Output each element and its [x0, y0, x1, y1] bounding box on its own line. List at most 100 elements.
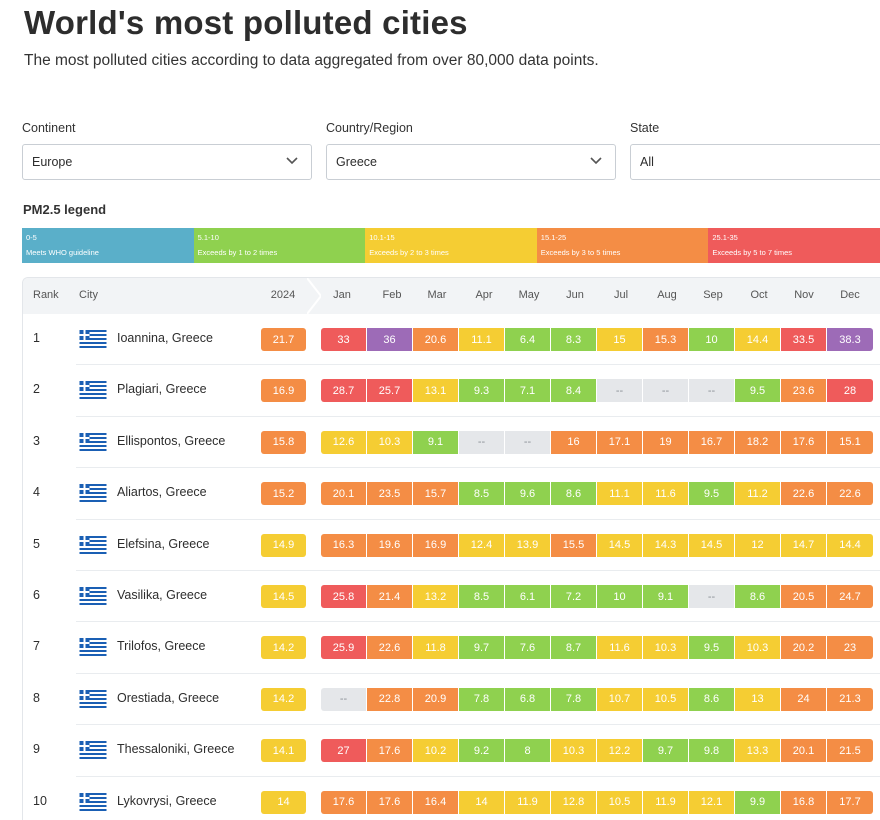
month-value-oct: 18.2: [735, 430, 780, 454]
column-header-may[interactable]: May: [518, 289, 540, 301]
month-value-sep: 9.5: [689, 482, 734, 506]
month-value-feb: 36: [367, 328, 412, 351]
month-value-mar: 20.9: [413, 687, 458, 711]
city-name[interactable]: Lykovrysi, Greece: [117, 793, 217, 808]
table-row[interactable]: 2 Plagiari, Greece 16.9 28.7 25.7 13.1 9.3 7.1 8…: [23, 365, 880, 417]
state-value: All: [640, 155, 654, 169]
table-row[interactable]: 5 Elefsina, Greece 14.9 16.3 19.6 16.9 12.4 13.…: [23, 520, 880, 571]
column-header-feb[interactable]: Feb: [382, 289, 402, 301]
page-title: World's most polluted cities: [24, 4, 468, 41]
city-name[interactable]: Ioannina, Greece: [117, 331, 213, 345]
legend-segment: 15.1-25 Exceeds by 3 to 5 times: [536, 228, 709, 263]
month-value-apr: 14: [459, 790, 504, 814]
column-header-aug[interactable]: Aug: [657, 289, 677, 301]
chevron-down-icon: [590, 157, 602, 165]
header-divider: [307, 278, 321, 314]
legend-range: 25.1-35: [712, 233, 738, 242]
month-value-mar: 15.7: [413, 482, 458, 506]
month-value-nov: 16.8: [781, 790, 826, 814]
country-select[interactable]: Greece: [326, 144, 616, 180]
city-name[interactable]: Ellispontos, Greece: [117, 433, 226, 448]
legend-desc: Exceeds by 1 to 2 times: [197, 247, 278, 257]
month-value-mar: 9.1: [413, 430, 458, 454]
month-value-aug: --: [643, 379, 688, 403]
legend-desc: Exceeds by 3 to 5 times: [540, 247, 621, 257]
column-header-apr[interactable]: Apr: [475, 289, 493, 301]
table-row[interactable]: 7 Trilofos, Greece 14.2 25.9 22.6 11.8 9.7 7.6 8…: [23, 622, 880, 674]
month-value-nov: 24: [781, 687, 826, 711]
table-row[interactable]: 6 Vasilika, Greece 14.5 25.8 21.4 13.2 8.5 6.1 7…: [23, 571, 880, 623]
country-label: Country/Region: [326, 121, 413, 135]
column-header-city[interactable]: City: [79, 289, 98, 301]
column-header-2024[interactable]: 2024: [270, 289, 296, 301]
month-value-feb: 19.6: [367, 533, 412, 557]
column-header-oct[interactable]: Oct: [750, 289, 768, 301]
row-divider: [76, 518, 880, 520]
month-value-jan: 17.6: [321, 790, 366, 814]
column-header-jan[interactable]: Jan: [333, 289, 351, 301]
month-value-oct: 13: [735, 687, 780, 711]
city-name[interactable]: Aliartos, Greece: [117, 485, 207, 500]
continent-value: Europe: [32, 155, 73, 169]
rank-cell: 1: [33, 331, 40, 345]
legend-range: 5.1-10: [197, 233, 219, 242]
month-value-jul: 10.5: [597, 790, 642, 814]
month-value-nov: 20.1: [781, 739, 826, 763]
month-value-jun: 16: [551, 430, 596, 454]
month-value-nov: 20.2: [781, 636, 826, 660]
city-name[interactable]: Vasilika, Greece: [117, 588, 208, 602]
month-value-dec: 14.4: [827, 533, 873, 557]
greece-flag-icon: [79, 330, 107, 348]
table-row[interactable]: 9 Thessaloniki, Greece 14.1 27 17.6 10.2 9.2 8 1…: [23, 725, 880, 777]
table-row[interactable]: 8 Orestiada, Greece 14.2 -- 22.8 20.9 7.8 6.8 7.…: [23, 674, 880, 726]
month-value-jun: 7.8: [551, 687, 596, 711]
month-value-mar: 11.8: [413, 636, 458, 660]
month-value-aug: 19: [643, 430, 688, 454]
column-header-dec[interactable]: Dec: [840, 289, 860, 301]
state-select[interactable]: All: [630, 144, 880, 180]
month-value-oct: 13.3: [735, 739, 780, 763]
month-value-may: 11.9: [505, 790, 550, 814]
city-name[interactable]: Elefsina, Greece: [117, 536, 210, 551]
month-value-oct: 9.5: [735, 379, 780, 403]
month-value-oct: 12: [735, 533, 780, 557]
month-value-sep: 8.6: [689, 687, 734, 711]
column-header-rank[interactable]: Rank: [33, 289, 59, 301]
legend-segment: 5.1-10 Exceeds by 1 to 2 times: [193, 228, 366, 263]
month-value-dec: 21.3: [827, 687, 873, 711]
column-header-jun[interactable]: Jun: [566, 289, 584, 301]
month-value-mar: 16.4: [413, 790, 458, 814]
table-row[interactable]: 4 Aliartos, Greece 15.2 20.1 23.5 15.7 8.5 9.6 8…: [23, 468, 880, 520]
month-value-apr: 9.7: [459, 636, 504, 660]
column-header-mar[interactable]: Mar: [427, 289, 447, 301]
month-value-feb: 17.6: [367, 739, 412, 763]
month-value-sep: 9.5: [689, 636, 734, 660]
city-name[interactable]: Plagiari, Greece: [117, 382, 207, 397]
greece-flag-icon: [79, 381, 107, 400]
column-header-jul[interactable]: Jul: [613, 289, 629, 301]
row-divider: [76, 415, 880, 417]
month-value-oct: 10.3: [735, 636, 780, 660]
month-value-jul: 10.7: [597, 687, 642, 711]
city-name[interactable]: Thessaloniki, Greece: [117, 742, 235, 757]
continent-select[interactable]: Europe: [22, 144, 312, 180]
table-row[interactable]: 10 Lykovrysi, Greece 14 17.6 17.6 16.4 14 11.9 1…: [23, 777, 880, 820]
country-value: Greece: [336, 155, 377, 169]
table-row[interactable]: 3 Ellispontos, Greece 15.8 12.6 10.3 9.1 -- -- 1…: [23, 417, 880, 469]
month-value-feb: 22.6: [367, 636, 412, 660]
month-value-dec: 22.6: [827, 482, 873, 506]
greece-flag-icon: [79, 432, 107, 451]
city-name[interactable]: Orestiada, Greece: [117, 690, 220, 705]
column-header-nov[interactable]: Nov: [794, 289, 814, 301]
greece-flag-icon: [79, 792, 107, 811]
month-value-jan: 25.9: [321, 636, 366, 660]
month-value-feb: 25.7: [367, 379, 412, 403]
month-value-aug: 14.3: [643, 533, 688, 557]
month-value-jun: 8.4: [551, 379, 596, 403]
month-value-jun: 12.8: [551, 790, 596, 814]
city-name[interactable]: Trilofos, Greece: [117, 639, 206, 654]
month-value-apr: 11.1: [459, 328, 504, 351]
column-header-sep[interactable]: Sep: [703, 289, 723, 301]
month-value-nov: 17.6: [781, 430, 826, 454]
table-row[interactable]: 1 Ioannina, Greece 21.7 33 36 20.6 11.1 6.4 8.3 1…: [23, 314, 880, 366]
